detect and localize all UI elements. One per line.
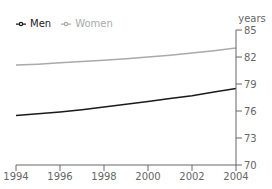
- svg-text:85: 85: [244, 25, 257, 36]
- svg-text:2004: 2004: [223, 171, 248, 182]
- svg-text:79: 79: [244, 79, 257, 90]
- svg-text:1994: 1994: [8, 171, 29, 182]
- html-text:Women: Women: [75, 18, 113, 29]
- svg-text:1996: 1996: [47, 171, 72, 182]
- svg-text:2000: 2000: [135, 171, 160, 182]
- svg-text:years: years: [238, 13, 264, 24]
- svg-text:82: 82: [244, 52, 257, 63]
- svg-text:1998: 1998: [91, 171, 116, 182]
- html-text:Men: Men: [30, 18, 52, 29]
- svg-text:76: 76: [244, 106, 257, 117]
- svg-text:2002: 2002: [179, 171, 204, 182]
- svg-text:70: 70: [244, 160, 257, 171]
- svg-text:73: 73: [244, 133, 257, 144]
